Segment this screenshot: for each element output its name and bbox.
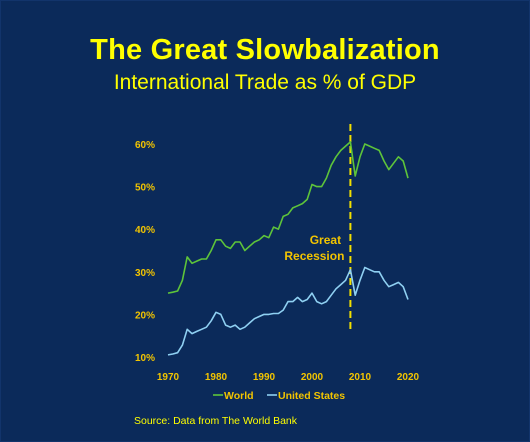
y-tick-label: 30% [135,268,155,279]
x-tick-label: 2020 [397,372,420,383]
annotation-line-1: Great [310,233,341,247]
y-tick-label: 50% [135,183,155,194]
y-tick-label: 40% [135,225,155,236]
x-tick-label: 1980 [205,372,228,383]
series-line-world [167,141,409,294]
y-tick-label: 10% [135,353,155,364]
y-tick-label: 20% [135,310,155,321]
slide-subtitle: International Trade as % of GDP [113,71,417,94]
x-tick-label: 2010 [349,372,372,383]
slide-title: The Great Slowbalization [90,34,440,66]
x-tick-label: 1970 [157,372,180,383]
series-line-united-states [167,266,409,356]
source-note: Source: Data from The World Bank [134,415,298,427]
legend-label: United States [278,390,345,402]
chart-legend: World United States [213,390,345,402]
series-lines [167,141,409,356]
legend-label: World [224,390,254,402]
x-tick-label: 1990 [253,372,276,383]
x-axis-ticks: 1970 1980 1990 2000 2010 2020 [157,372,420,383]
x-tick-label: 2000 [301,372,324,383]
y-axis-ticks: 10% 20% 30% 40% 50% 60% [135,140,155,364]
annotation-line-2: Recession [284,249,344,263]
y-tick-label: 60% [135,140,155,151]
